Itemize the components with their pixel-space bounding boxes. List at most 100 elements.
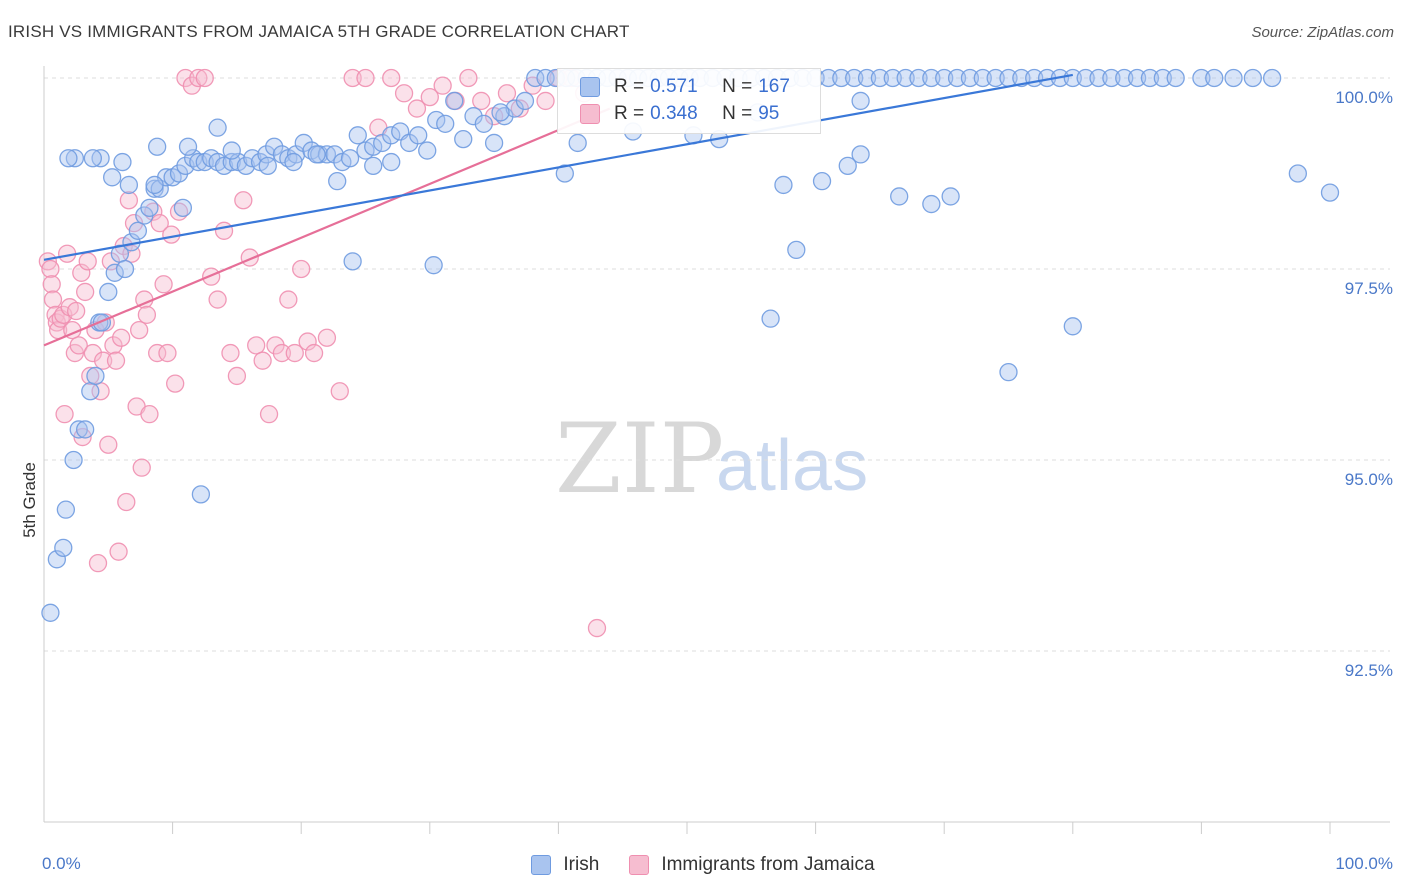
jamaica-point (81, 366, 100, 386)
irish-point (935, 68, 954, 88)
stats-legend: R = 0.571 N = 167 R = 0.348 N = 95 (557, 68, 821, 134)
y-tick-labels: 92.5% 95.0% 97.5% 100.0% (1335, 88, 1393, 680)
irish-point (103, 168, 122, 187)
jamaica-point (99, 435, 118, 454)
irish-point (505, 99, 524, 118)
irish-points (41, 68, 1340, 622)
jamaica-point (317, 328, 337, 347)
irish-point (845, 68, 864, 88)
irish-point (65, 149, 85, 168)
jamaica-point (140, 405, 159, 424)
jamaica-point (166, 374, 185, 393)
jamaica-points (38, 68, 607, 638)
jamaica-point (253, 351, 272, 370)
irish-point (64, 450, 83, 470)
irish-point (568, 133, 587, 153)
irish-point (870, 68, 890, 88)
irish-point (119, 175, 139, 195)
jamaica-point (356, 68, 375, 88)
irish-point (81, 382, 100, 401)
jamaica-point (234, 191, 253, 210)
irish-point (307, 145, 326, 164)
y-tick-label: 100.0% (1335, 88, 1393, 107)
jamaica-point (154, 275, 173, 294)
jamaica-point (76, 282, 95, 302)
jamaica-point (67, 301, 86, 321)
irish-point (484, 133, 504, 153)
jamaica-point (292, 259, 311, 279)
jamaica-r-value: 0.348 (650, 103, 698, 124)
irish-r-label: R = (614, 76, 645, 97)
jamaica-point (132, 458, 151, 477)
irish-point (409, 126, 428, 145)
irish-legend-swatch (531, 855, 552, 875)
irish-r-value: 0.571 (650, 76, 698, 97)
irish-point (832, 68, 851, 88)
irish-point (284, 152, 303, 172)
jamaica-point (130, 320, 149, 340)
irish-point (960, 68, 980, 88)
jamaica-point (109, 542, 128, 561)
y-axis-label: 5th Grade (20, 462, 39, 538)
irish-point (191, 485, 211, 504)
irish-trend-line (43, 73, 1073, 261)
jamaica-point (83, 343, 103, 363)
y-tick-label: 97.5% (1345, 279, 1393, 298)
jamaica-legend-swatch (629, 855, 650, 875)
irish-point (761, 309, 780, 328)
irish-legend-label: Irish (563, 854, 600, 875)
irish-point (47, 550, 67, 569)
jamaica-legend-label: Immigrants from Jamaica (661, 854, 875, 875)
legend-item-jamaica[interactable]: Immigrants from Jamaica (629, 854, 875, 876)
irish-point (857, 68, 877, 88)
irish-point (59, 149, 78, 168)
watermark-atlas: atlas (716, 426, 868, 506)
series-legend: Irish Immigrants from Jamaica (0, 851, 1406, 879)
irish-point (343, 252, 362, 271)
irish-point (851, 91, 870, 111)
irish-point (364, 156, 383, 176)
irish-point (464, 107, 483, 126)
irish-point (941, 187, 960, 206)
irish-point (340, 149, 360, 168)
irish-n-value: 167 (758, 76, 790, 97)
jamaica-point (43, 290, 63, 309)
irish-point (208, 118, 227, 137)
irish-point (812, 171, 832, 191)
irish-point (1224, 68, 1243, 88)
jamaica-point (259, 405, 279, 424)
jamaica-point (304, 343, 324, 363)
jamaica-point (420, 87, 439, 107)
legend-row-irish: R = 0.571 N = 167 (580, 75, 796, 99)
irish-point (1063, 317, 1082, 336)
irish-point (427, 110, 446, 130)
irish-point (265, 137, 284, 156)
jamaica-swatch (580, 104, 600, 124)
jamaica-point (202, 267, 221, 286)
irish-point (474, 114, 493, 133)
jamaica-point (88, 553, 108, 573)
jamaica-point (536, 91, 555, 111)
irish-point (526, 68, 545, 88)
trend-lines (43, 73, 1073, 347)
jamaica-trend-line (43, 107, 611, 347)
irish-point (922, 68, 941, 88)
y-tick-label: 95.0% (1345, 470, 1393, 489)
legend-item-irish[interactable]: Irish (531, 854, 599, 876)
irish-point (1140, 68, 1160, 88)
irish-point (787, 240, 806, 260)
jamaica-point (459, 68, 478, 88)
jamaica-point (330, 382, 349, 401)
chart-source: Source: ZipAtlas.com (1251, 24, 1394, 41)
irish-point (382, 126, 401, 145)
jamaica-point (112, 328, 131, 347)
jamaica-point (587, 618, 607, 638)
jamaica-point (298, 332, 317, 351)
irish-point (86, 366, 105, 386)
irish-point (348, 126, 367, 145)
irish-point (1192, 68, 1211, 88)
jamaica-point (69, 336, 88, 355)
irish-point (69, 420, 88, 439)
jamaica-point (72, 263, 91, 282)
irish-point (91, 149, 110, 168)
